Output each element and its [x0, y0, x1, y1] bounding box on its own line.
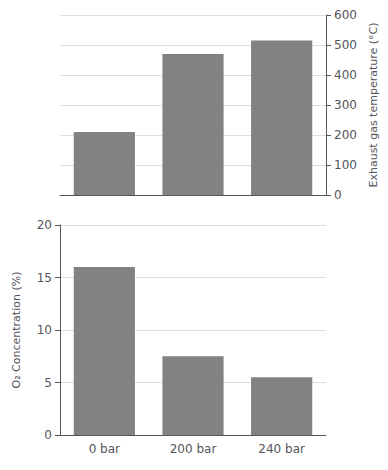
svg-text:O₂ Concentration (%): O₂ Concentration (%): [10, 272, 23, 389]
svg-text:600: 600: [334, 8, 357, 22]
svg-text:0 bar: 0 bar: [89, 442, 120, 456]
svg-text:200: 200: [334, 128, 357, 142]
svg-text:0: 0: [334, 188, 342, 202]
svg-text:300: 300: [334, 98, 357, 112]
svg-text:240 bar: 240 bar: [258, 442, 305, 456]
svg-text:100: 100: [334, 158, 357, 172]
svg-text:20: 20: [37, 218, 52, 232]
svg-text:Exhaust gas temperature (°C): Exhaust gas temperature (°C): [367, 22, 380, 187]
svg-text:15: 15: [37, 271, 52, 285]
svg-text:500: 500: [334, 38, 357, 52]
svg-text:0: 0: [44, 428, 52, 442]
svg-text:10: 10: [37, 323, 52, 337]
svg-text:200 bar: 200 bar: [170, 442, 217, 456]
svg-text:400: 400: [334, 68, 357, 82]
svg-text:5: 5: [44, 376, 52, 390]
